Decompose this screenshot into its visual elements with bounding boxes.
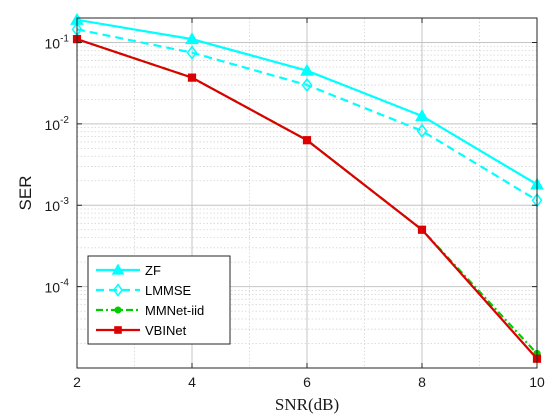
legend: ZF LMMSE MMNet-iid VBINet (87, 255, 231, 345)
legend-label: VBINet (145, 323, 187, 338)
y-axis-label: SER (16, 176, 35, 211)
y-tick-label: 10-4 (45, 278, 70, 296)
legend-item: ZF (96, 263, 161, 278)
x-tick-label: 4 (188, 374, 196, 390)
diamond-marker (416, 123, 428, 139)
legend-item: VBINet (96, 323, 187, 338)
y-tick-base: 10 (45, 280, 61, 296)
x-axis-label: SNR(dB) (275, 395, 339, 414)
y-tick-label: 10-3 (45, 196, 70, 214)
y-tick-base: 10 (45, 198, 61, 214)
square-marker (302, 136, 312, 145)
y-tick-base: 10 (45, 117, 61, 133)
diamond-marker (112, 283, 124, 297)
diamond-marker (186, 45, 198, 60)
y-tick-exponent: -2 (60, 115, 69, 126)
square-marker (187, 73, 197, 82)
series-line (76, 28, 538, 202)
x-tick-label: 2 (73, 374, 81, 390)
y-tick-label: 10-2 (45, 115, 70, 133)
diamond-marker (301, 77, 313, 93)
x-tick-label: 10 (529, 374, 545, 390)
y-tick-exponent: -4 (60, 278, 69, 289)
square-marker (417, 225, 427, 234)
y-tick-exponent: -1 (60, 33, 69, 44)
legend-label: ZF (145, 263, 161, 278)
square-marker (114, 326, 122, 334)
series-layer (70, 12, 544, 363)
legend-label: MMNet-iid (145, 303, 204, 318)
legend-item: LMMSE (96, 283, 192, 298)
triangle-marker (111, 263, 125, 275)
x-tick-label: 8 (418, 374, 426, 390)
triangle-marker (185, 32, 199, 45)
x-tick-label: 6 (303, 374, 311, 390)
legend-item: MMNet-iid (96, 303, 204, 318)
y-tick-exponent: -3 (60, 196, 69, 207)
triangle-marker (415, 108, 429, 121)
circle-marker (114, 306, 122, 314)
legend-label: LMMSE (145, 283, 192, 298)
y-tick-base: 10 (45, 35, 61, 51)
triangle-marker (300, 63, 314, 76)
y-tick-label: 10-1 (45, 33, 70, 51)
